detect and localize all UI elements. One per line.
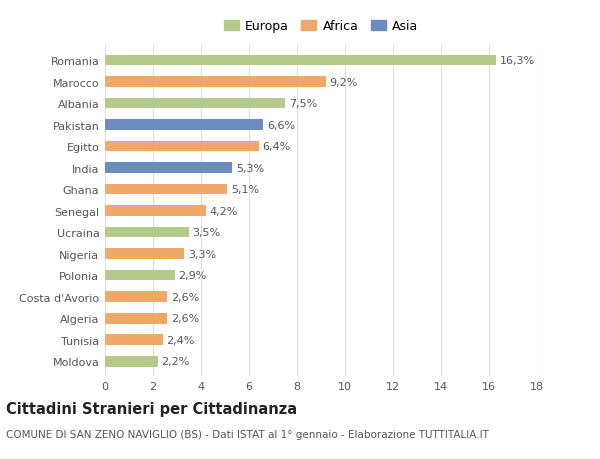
Text: 6,4%: 6,4% (262, 142, 290, 152)
Text: 2,6%: 2,6% (171, 292, 199, 302)
Bar (105, 249, 184, 259)
Bar (105, 99, 285, 109)
Bar (105, 356, 158, 367)
Text: 5,1%: 5,1% (231, 185, 259, 195)
Bar (105, 56, 496, 66)
Text: 9,2%: 9,2% (329, 78, 358, 87)
Bar (105, 227, 189, 238)
Bar (105, 335, 163, 345)
Text: 2,4%: 2,4% (166, 335, 194, 345)
Bar (105, 206, 206, 217)
Text: 7,5%: 7,5% (289, 99, 317, 109)
Text: 2,6%: 2,6% (171, 313, 199, 324)
Text: 3,3%: 3,3% (188, 249, 216, 259)
Text: 2,2%: 2,2% (161, 356, 190, 366)
Bar (105, 163, 232, 174)
Text: 6,6%: 6,6% (267, 120, 295, 130)
Text: 5,3%: 5,3% (236, 163, 264, 173)
Bar (105, 77, 326, 88)
Text: COMUNE DI SAN ZENO NAVIGLIO (BS) - Dati ISTAT al 1° gennaio - Elaborazione TUTTI: COMUNE DI SAN ZENO NAVIGLIO (BS) - Dati … (6, 429, 489, 439)
Text: 4,2%: 4,2% (209, 206, 238, 216)
Text: 16,3%: 16,3% (500, 56, 535, 66)
Text: 3,5%: 3,5% (193, 228, 221, 238)
Bar (105, 120, 263, 131)
Text: Cittadini Stranieri per Cittadinanza: Cittadini Stranieri per Cittadinanza (6, 402, 297, 417)
Legend: Europa, Africa, Asia: Europa, Africa, Asia (224, 20, 418, 33)
Bar (105, 141, 259, 152)
Bar (105, 313, 167, 324)
Bar (105, 185, 227, 195)
Bar (105, 291, 167, 302)
Bar (105, 270, 175, 281)
Text: 2,9%: 2,9% (178, 270, 206, 280)
